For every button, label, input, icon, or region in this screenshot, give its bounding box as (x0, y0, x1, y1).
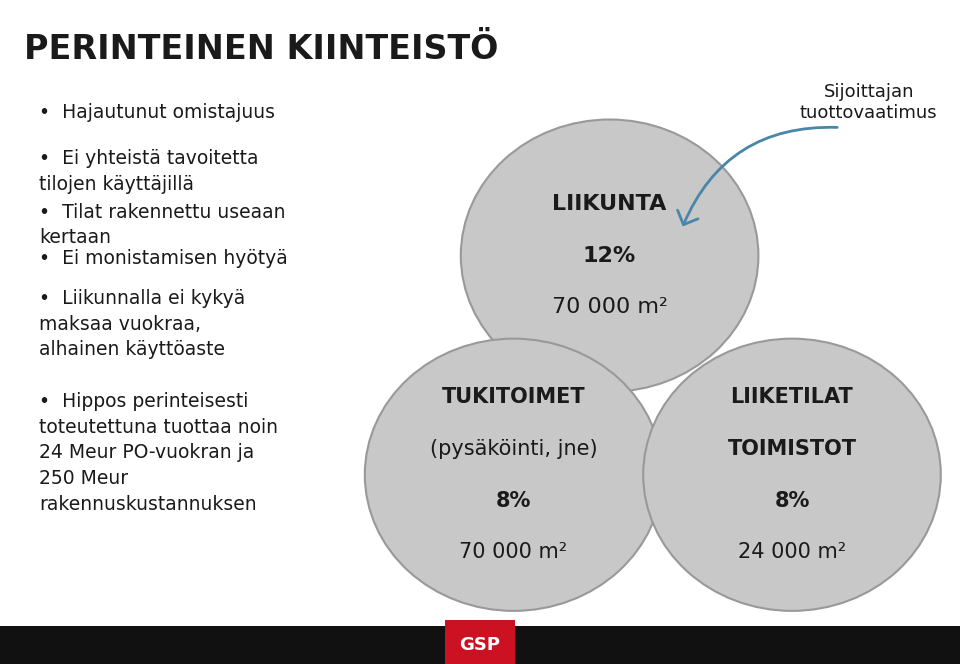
Text: •  Hippos perinteisesti
toteutettuna tuottaa noin
24 Meur PO-vuokran ja
250 Meur: • Hippos perinteisesti toteutettuna tuot… (38, 392, 277, 514)
Text: •  Ei yhteistä tavoitetta
tilojen käyttäjillä: • Ei yhteistä tavoitetta tilojen käyttäj… (38, 149, 258, 194)
Ellipse shape (643, 339, 941, 611)
Text: •  Ei monistamisen hyötyä: • Ei monistamisen hyötyä (38, 249, 288, 268)
Text: TUKITOIMET: TUKITOIMET (442, 387, 586, 407)
Text: 70 000 m²: 70 000 m² (460, 542, 567, 562)
Ellipse shape (365, 339, 662, 611)
Text: GSP: GSP (460, 636, 500, 654)
Text: TOIMISTOT: TOIMISTOT (728, 439, 856, 459)
Text: •  Tilat rakennettu useaan
kertaan: • Tilat rakennettu useaan kertaan (38, 203, 285, 247)
Text: PERINTEINEN KIINTEISTÖ: PERINTEINEN KIINTEISTÖ (24, 33, 498, 66)
Text: •  Liikunnalla ei kykyä
maksaa vuokraa,
alhainen käyttöaste: • Liikunnalla ei kykyä maksaa vuokraa, a… (38, 289, 245, 359)
Text: 12%: 12% (583, 246, 636, 266)
Bar (445, 620, 515, 664)
Text: 70 000 m²: 70 000 m² (552, 297, 667, 317)
Text: 8%: 8% (496, 491, 531, 511)
Text: 24 000 m²: 24 000 m² (738, 542, 846, 562)
Text: (pysäköinti, jne): (pysäköinti, jne) (430, 439, 597, 459)
Text: LIIKETILAT: LIIKETILAT (731, 387, 853, 407)
Bar (0, 626, 960, 664)
Text: Sijoittajan
tuottovaatimus: Sijoittajan tuottovaatimus (800, 83, 938, 122)
FancyArrowPatch shape (678, 127, 837, 224)
Text: •  Hajautunut omistajuus: • Hajautunut omistajuus (38, 103, 275, 122)
Ellipse shape (461, 120, 758, 392)
Text: LIIKUNTA: LIIKUNTA (552, 194, 667, 214)
Text: 8%: 8% (775, 491, 809, 511)
